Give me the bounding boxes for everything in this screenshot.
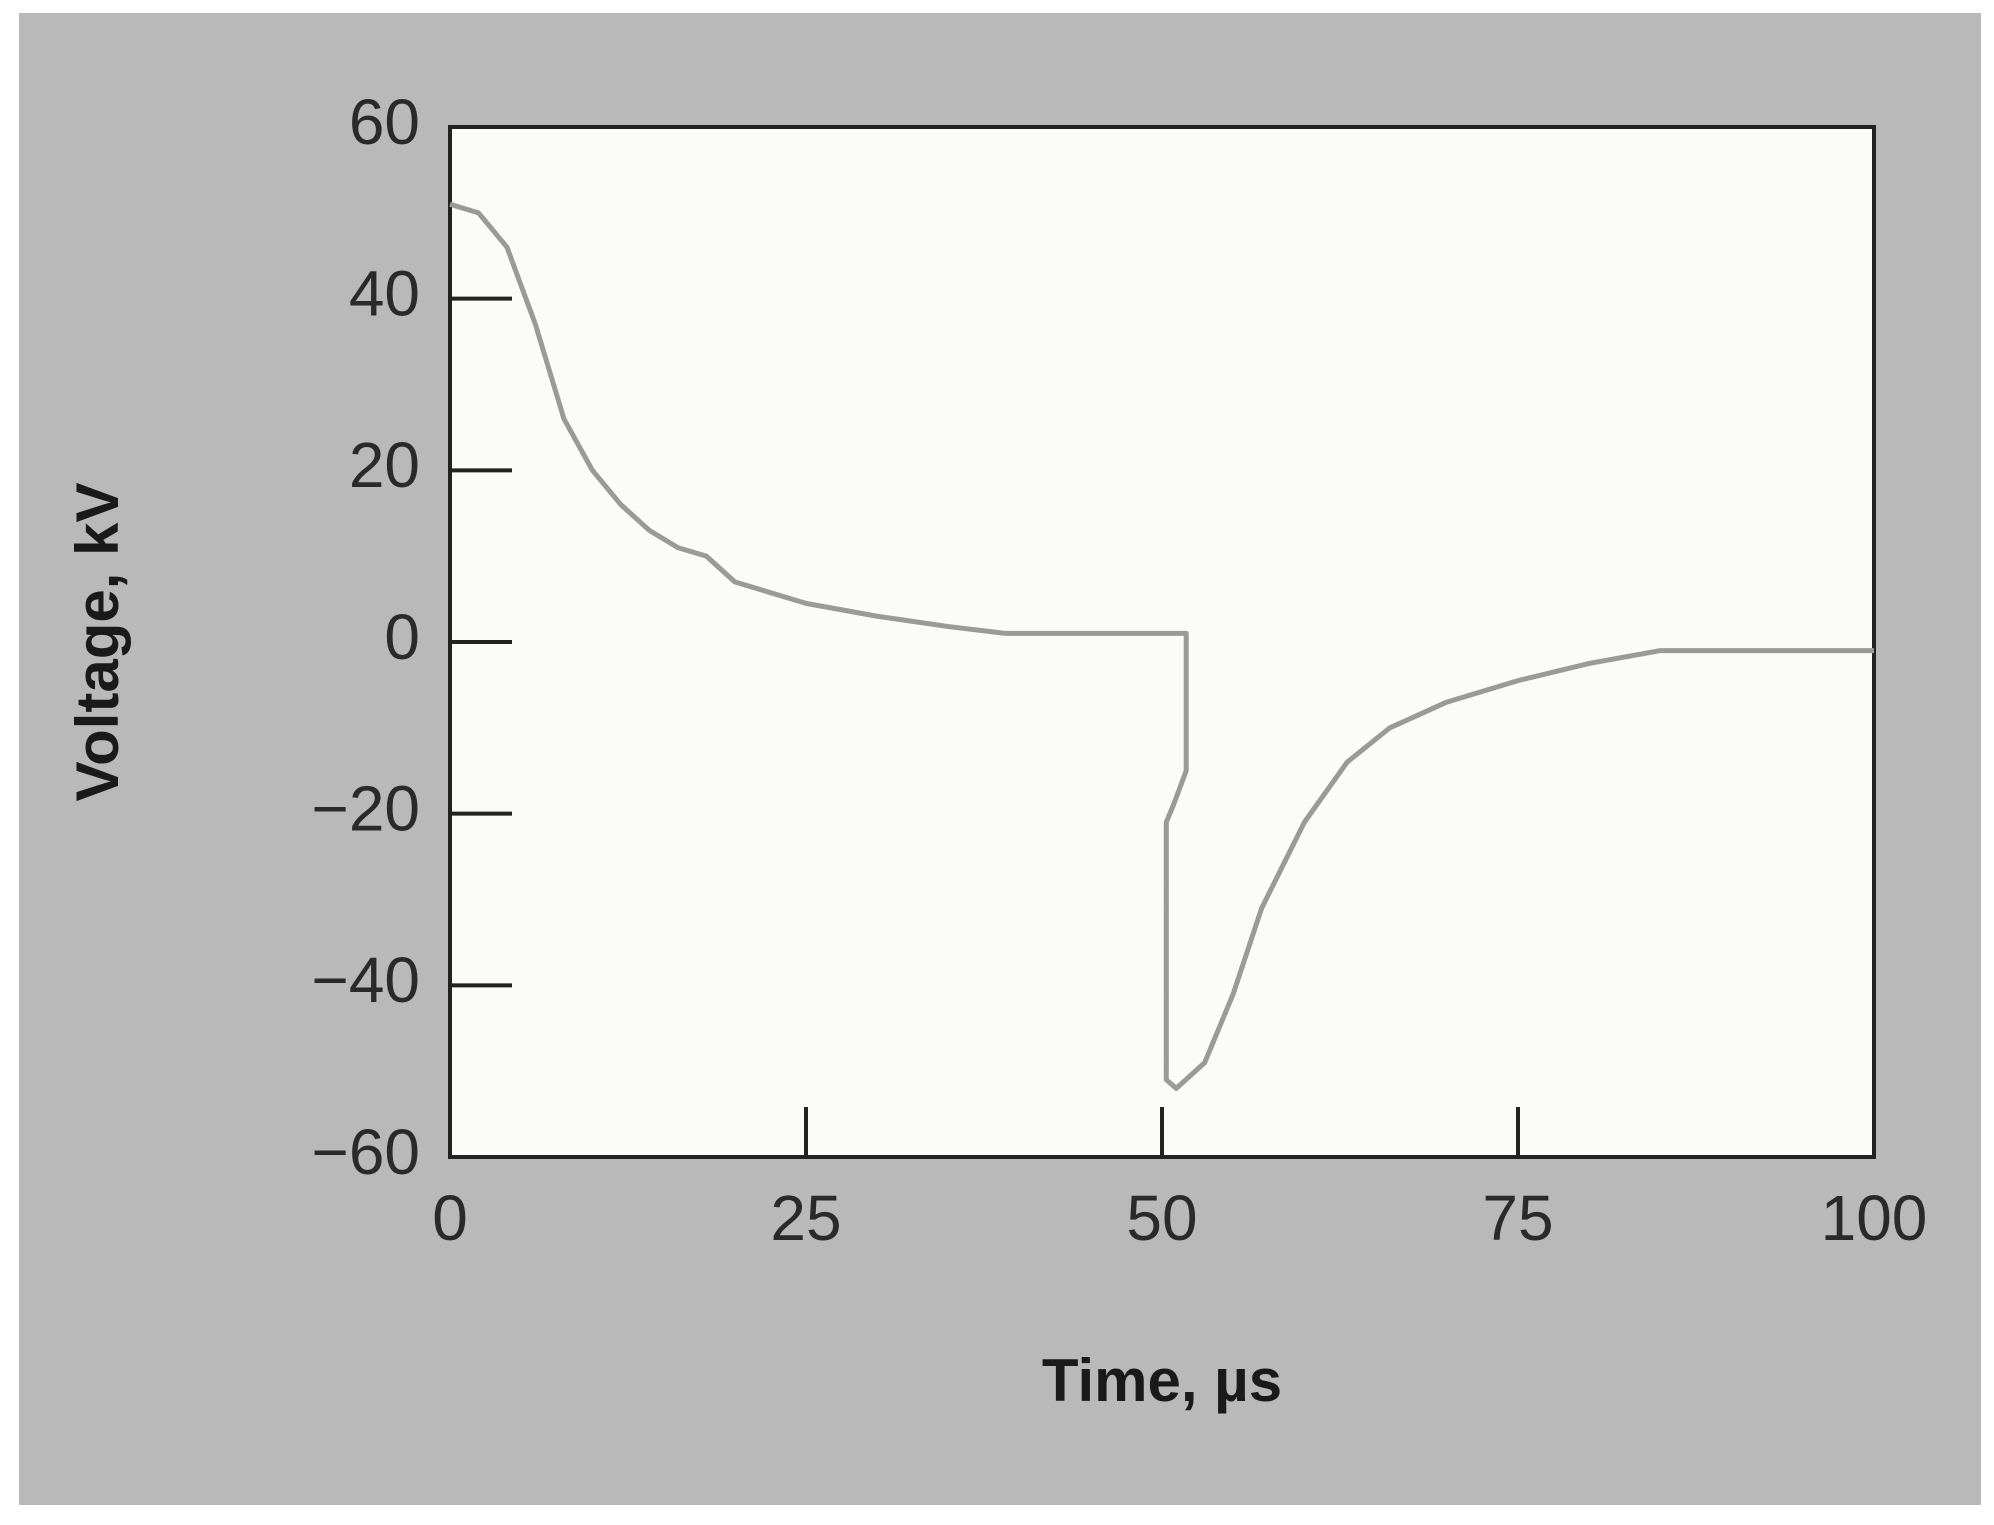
x-tick-label: 50	[1126, 1182, 1197, 1254]
y-tick-label: 0	[384, 601, 420, 673]
y-axis-label: Voltage, kV	[64, 483, 131, 802]
y-tick-label: −60	[311, 1116, 420, 1188]
x-axis-label: Time, µs	[1042, 1347, 1282, 1414]
y-tick-label: 20	[349, 429, 420, 501]
x-tick-label: 100	[1821, 1182, 1928, 1254]
y-tick-label: 40	[349, 258, 420, 330]
y-tick-label: −40	[311, 944, 420, 1016]
x-tick-label: 75	[1482, 1182, 1553, 1254]
data-line	[449, 201, 1874, 1091]
y-tick-label: 60	[349, 86, 420, 158]
x-tick-label: 25	[770, 1182, 841, 1254]
plot-area	[448, 125, 1876, 1159]
x-tick-label: 0	[432, 1182, 468, 1254]
y-tick-label: −20	[311, 773, 420, 845]
